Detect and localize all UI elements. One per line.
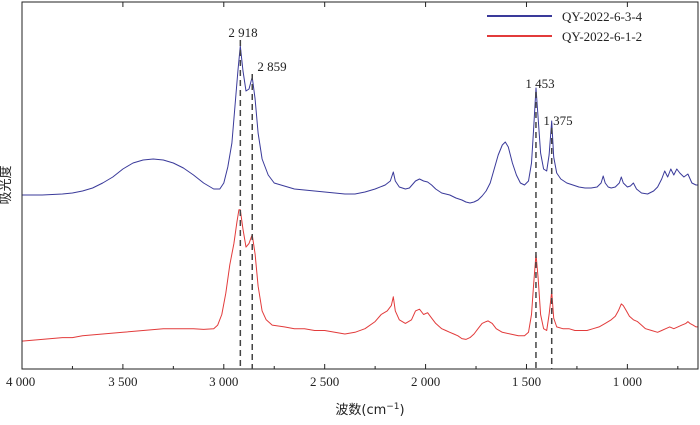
x-tick-label-7: 1 000: [613, 374, 642, 389]
peak-label-1: 2 918: [228, 25, 257, 40]
x-tick-label-5: 2 000: [411, 374, 440, 389]
series-line-2: [21, 209, 698, 342]
legend-label-2: QY-2022-6-1-2: [562, 29, 642, 44]
legend-label-1: QY-2022-6-3-4: [562, 9, 643, 24]
peak-label-4: 1 375: [543, 113, 572, 128]
y-axis-title: 吸光度: [0, 165, 14, 204]
x-tick-label-4: 2 500: [310, 374, 339, 389]
plot-frame: [21, 1, 699, 370]
peak-label-3: 1 453: [525, 76, 554, 91]
x-tick-label-2: 3 500: [108, 374, 137, 389]
x-axis-title: 波数(cm−1): [335, 402, 404, 418]
x-tick-label-3: 3 000: [209, 374, 238, 389]
series-line-1: [22, 45, 698, 204]
peak-label-2: 2 859: [257, 59, 286, 74]
x-tick-label-1: 4 000: [6, 374, 35, 389]
x-tick-label-6: 1 500: [512, 374, 541, 389]
